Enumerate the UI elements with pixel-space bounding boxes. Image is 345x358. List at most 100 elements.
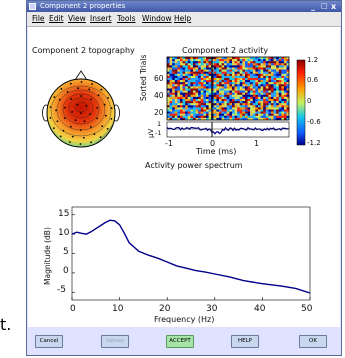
spectrum-ytick-minus5: -5 bbox=[57, 285, 66, 295]
erp-image-trials bbox=[167, 57, 289, 120]
colorbar bbox=[296, 59, 306, 146]
spectrum-xtick-0: 0 bbox=[70, 304, 76, 314]
electrode-dot bbox=[103, 103, 106, 106]
electrode-dot bbox=[59, 135, 62, 138]
colorbar-tick-min: -1.2 bbox=[307, 139, 321, 147]
window-title: Component 2 properties bbox=[40, 2, 126, 10]
electrode-dot bbox=[106, 128, 109, 130]
cancel-button[interactable]: Cancel bbox=[35, 335, 63, 348]
electrode-dot bbox=[62, 129, 65, 132]
electrode-dot bbox=[77, 87, 79, 90]
erp-xtick-minus1: -1 bbox=[165, 139, 173, 148]
electrode-dot bbox=[70, 98, 73, 100]
electrode-dot bbox=[71, 111, 73, 113]
erp-xtick-0: 0 bbox=[210, 139, 216, 148]
accept-button[interactable]: ACCEPT bbox=[166, 335, 194, 348]
electrode-dot bbox=[101, 125, 104, 128]
menu-edit[interactable]: Edit bbox=[49, 14, 64, 23]
spectrum-xtick-40: 40 bbox=[254, 304, 266, 314]
electrode-dot bbox=[53, 96, 56, 98]
electrode-dot bbox=[53, 127, 55, 129]
menu-insert[interactable]: Insert bbox=[90, 14, 112, 23]
erp-xtick-1: 1 bbox=[254, 139, 260, 148]
close-button[interactable]: x bbox=[331, 2, 337, 11]
spectrum-ticks bbox=[71, 214, 311, 300]
electrode-dot bbox=[66, 91, 69, 93]
electrode-dot bbox=[83, 120, 86, 123]
erp-ylabel: μV bbox=[147, 128, 155, 138]
menu-help[interactable]: Help bbox=[174, 14, 192, 23]
button-row: Cancel Values ACCEPT HELP OK bbox=[27, 331, 341, 353]
electrode-dot bbox=[60, 88, 63, 90]
spectrum-plot bbox=[71, 206, 311, 301]
erp-ytick-neg: -1 bbox=[155, 129, 162, 137]
spectrum-axes bbox=[71, 206, 311, 301]
electrode-dot bbox=[76, 103, 79, 106]
electrode-dot bbox=[96, 107, 99, 109]
erp-image-frame bbox=[166, 56, 290, 121]
spectrum-xtick-50: 50 bbox=[301, 304, 313, 314]
electrode-dot bbox=[100, 88, 103, 91]
colorbar-tick-zero: 0 bbox=[307, 97, 312, 105]
electrode-dot bbox=[107, 97, 109, 99]
menu-view[interactable]: View bbox=[68, 14, 86, 23]
electrode-dot bbox=[99, 136, 102, 138]
title-bar[interactable]: Component 2 properties _ □ x bbox=[27, 1, 341, 12]
window-icon[interactable] bbox=[29, 3, 36, 10]
help-button[interactable]: HELP bbox=[231, 335, 259, 348]
values-button[interactable]: Values bbox=[101, 335, 129, 348]
spectrum-xtick-30: 30 bbox=[206, 304, 218, 314]
colorbar-tick-max: 1.2 bbox=[307, 56, 319, 64]
figure-graphics bbox=[42, 56, 311, 301]
erp-image bbox=[166, 56, 306, 146]
maximize-button[interactable]: □ bbox=[321, 2, 328, 10]
colorbar-tick-high: 0.6 bbox=[307, 76, 319, 84]
erpimage-ytick-20: 20 bbox=[154, 108, 164, 117]
erpimage-ytick-60: 60 bbox=[154, 74, 164, 83]
electrode-dot bbox=[91, 83, 93, 85]
electrode-dot bbox=[70, 125, 72, 128]
spectrum-ytick-15: 15 bbox=[58, 209, 70, 219]
electrode-dot bbox=[70, 82, 72, 85]
menu-window[interactable]: Window bbox=[142, 14, 172, 23]
electrode-dot bbox=[80, 112, 82, 114]
minimize-button[interactable]: _ bbox=[311, 2, 315, 11]
ok-button[interactable]: OK bbox=[299, 335, 327, 348]
electrode-dot bbox=[80, 95, 83, 97]
scalp-map bbox=[42, 70, 120, 148]
electrode-dot bbox=[110, 107, 113, 109]
spectrum-xtick-10: 10 bbox=[112, 304, 124, 314]
electrode-dot bbox=[93, 133, 96, 135]
spectrum-ylabel: Magnitude (dB) bbox=[43, 227, 52, 285]
electrode-dot bbox=[55, 109, 57, 112]
erpimage-ytick-40: 40 bbox=[154, 91, 164, 100]
electrode-dot bbox=[69, 141, 71, 143]
electrode-dot bbox=[90, 141, 92, 144]
spectrum-ytick-5: 5 bbox=[63, 247, 69, 257]
electrode-dot bbox=[110, 118, 113, 120]
electrode-dot bbox=[49, 106, 52, 108]
contour-lines bbox=[50, 85, 115, 147]
electrode-dot bbox=[71, 135, 74, 138]
electrode-dot bbox=[49, 117, 52, 119]
electrode-dot bbox=[89, 126, 92, 128]
spectrum-title: Activity power spectrum bbox=[145, 161, 243, 170]
electrode-dot bbox=[63, 117, 66, 119]
spectrum-xtick-20: 20 bbox=[159, 304, 171, 314]
figure-area: Component 2 topography Component 2 activ… bbox=[28, 27, 340, 327]
electrode-dot bbox=[56, 120, 59, 123]
erpimage-ylabel: Sorted Trials bbox=[139, 54, 148, 101]
electrode-dot bbox=[64, 106, 66, 109]
menu-file[interactable]: File bbox=[32, 14, 45, 23]
erp-xlabel: Time (ms) bbox=[196, 147, 237, 156]
electrode-dot bbox=[74, 119, 77, 122]
spectrum-ytick-10: 10 bbox=[58, 228, 70, 238]
electrode-dot bbox=[88, 88, 91, 91]
menu-bar: File Edit View Insert Tools Window Help bbox=[27, 12, 341, 27]
electrode-dot bbox=[79, 129, 82, 131]
background-text-fragment: t. bbox=[0, 315, 12, 334]
electrode-dot bbox=[85, 104, 88, 107]
colorbar-tick-low: -0.6 bbox=[307, 118, 321, 126]
menu-tools[interactable]: Tools bbox=[117, 14, 136, 23]
electrode-dot bbox=[90, 98, 92, 101]
